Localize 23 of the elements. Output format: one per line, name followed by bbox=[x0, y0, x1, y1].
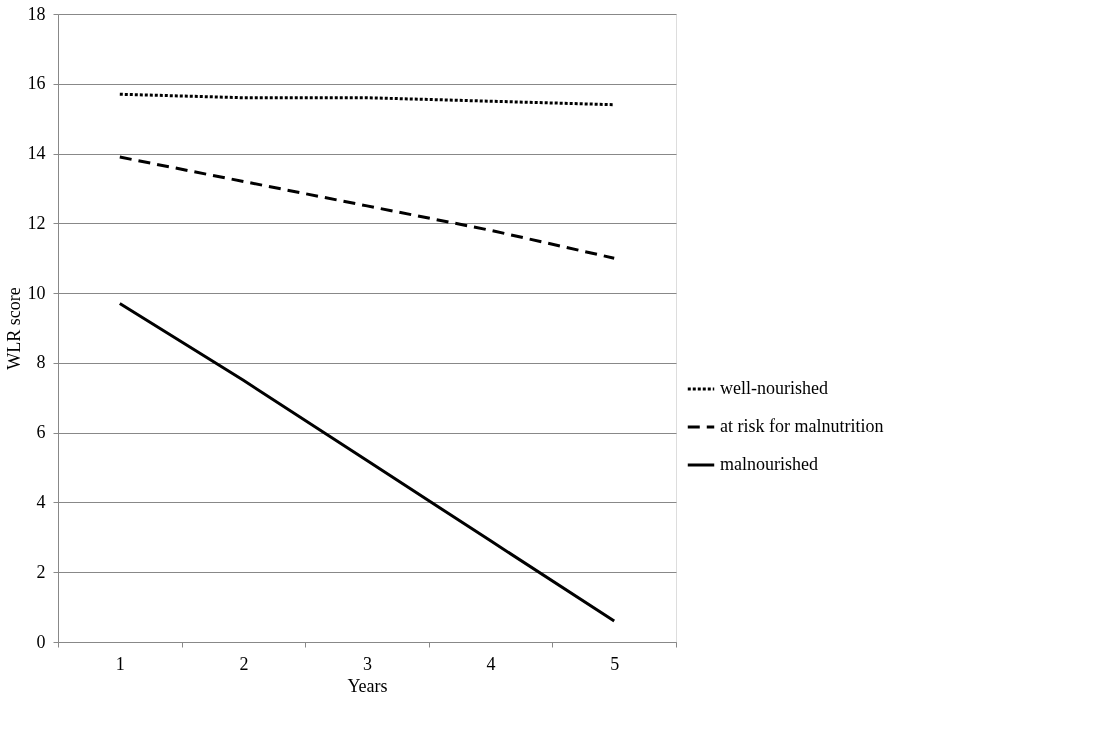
legend-label: malnourished bbox=[720, 454, 818, 474]
line-series bbox=[118, 302, 616, 623]
line-series bbox=[118, 155, 616, 260]
x-tick-label: 3 bbox=[363, 653, 372, 674]
y-tick-label: 18 bbox=[27, 3, 46, 24]
x-tick-label: 1 bbox=[115, 653, 125, 674]
y-axis-title: WLR score bbox=[3, 287, 24, 370]
legend-label: well-nourished bbox=[720, 378, 828, 398]
legend-label: at risk for malnutrition bbox=[720, 416, 884, 436]
x-axis-title: Years bbox=[347, 675, 388, 696]
y-tick-label: 4 bbox=[36, 491, 46, 512]
y-tick-label: 14 bbox=[27, 143, 46, 164]
x-tick-label: 4 bbox=[486, 653, 496, 674]
y-tick-label: 2 bbox=[36, 561, 46, 582]
y-tick-label: 12 bbox=[27, 212, 46, 233]
y-tick-label: 16 bbox=[27, 73, 46, 94]
x-tick-label: 2 bbox=[239, 653, 249, 674]
y-tick-label: 0 bbox=[36, 631, 46, 652]
y-tick-label: 10 bbox=[27, 282, 46, 303]
y-tick-label: 6 bbox=[36, 422, 46, 443]
y-tick-label: 8 bbox=[36, 352, 46, 373]
x-tick-label: 5 bbox=[610, 653, 620, 674]
line-series bbox=[118, 92, 616, 107]
